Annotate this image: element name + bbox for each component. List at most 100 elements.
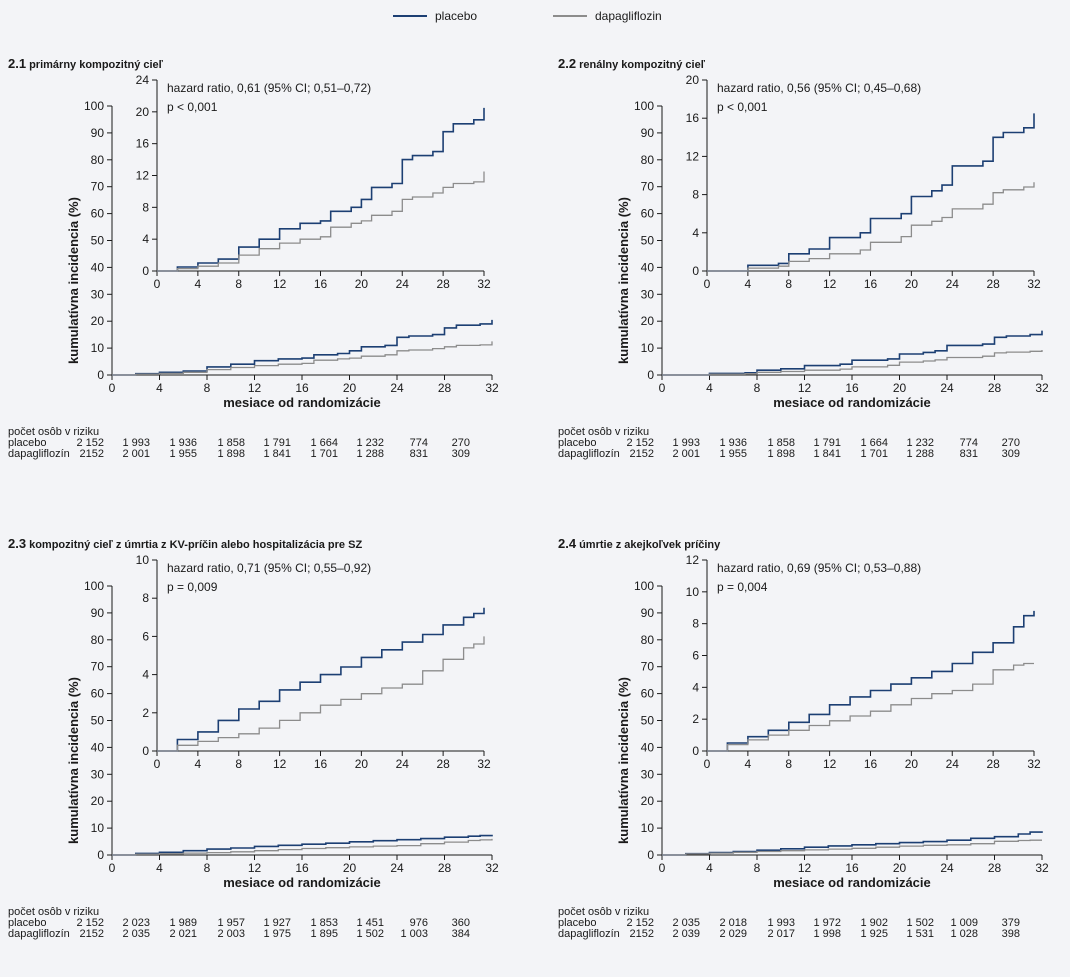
- risk-cell: 1 898: [767, 448, 795, 460]
- risk-cell: 1 858: [217, 437, 245, 449]
- inset-y-tick-label: 12: [686, 553, 700, 567]
- inset-x-tick-label: 16: [864, 757, 878, 771]
- inset-series-line-placebo: [707, 610, 1035, 752]
- risk-cell: 309: [1001, 448, 1020, 460]
- y-tick-label: 60: [91, 687, 105, 701]
- inset-y-tick-label: 16: [136, 137, 150, 151]
- risk-table-header: počet osôb v riziku: [558, 906, 650, 918]
- inset-x-tick-label: 12: [273, 277, 287, 291]
- risk-row-placebo: placebo 2 152 2 023 1 989 1 957 1 927 1 853 1 4…: [8, 918, 528, 929]
- inset-y-tick-label: 8: [692, 188, 699, 202]
- panel-title-text: primárny kompozitný cieľ: [29, 59, 163, 71]
- risk-cell: 2 018: [719, 917, 747, 929]
- hazard-ratio-text: hazard ratio, 0,61 (95% CI; 0,51–0,72): [167, 81, 371, 95]
- y-tick-label: 100: [84, 99, 104, 113]
- x-tick-label: 28: [438, 861, 452, 875]
- inset-x-tick-label: 32: [477, 757, 491, 771]
- series-line-placebo: [112, 834, 493, 856]
- risk-row-placebo: placebo 2 152 2 035 2 018 1 993 1 972 1 902 1 5…: [558, 918, 1070, 929]
- x-tick-label: 4: [156, 381, 163, 395]
- inset-x-tick-label: 20: [355, 757, 369, 771]
- risk-cell: 1 993: [672, 437, 700, 449]
- y-axis-label: kumulatívna incidencia (%): [616, 197, 631, 364]
- risk-cell: 1 232: [356, 437, 384, 449]
- risk-cell: 1 955: [719, 448, 747, 460]
- x-tick-label: 28: [438, 381, 452, 395]
- inset-y-tick-label: 10: [686, 585, 700, 599]
- p-value-text: p < 0,001: [167, 100, 218, 114]
- inset-x-tick-label: 4: [195, 277, 202, 291]
- inset-y-tick-label: 8: [692, 617, 699, 631]
- inset-x-tick-label: 20: [355, 277, 369, 291]
- risk-row-label: placebo: [558, 917, 597, 929]
- y-tick-label: 80: [91, 633, 105, 647]
- panel-number: 2.2: [558, 56, 577, 71]
- x-tick-label: 4: [706, 381, 713, 395]
- risk-cell: 1 902: [860, 917, 888, 929]
- risk-cell: 398: [1001, 928, 1020, 940]
- risk-cell: 1 288: [356, 448, 384, 460]
- risk-row-placebo: placebo 2 152 1 993 1 936 1 858 1 791 1 664 1 2…: [8, 438, 528, 449]
- x-tick-label: 24: [940, 861, 954, 875]
- x-tick-label: 0: [109, 381, 116, 395]
- y-tick-label: 40: [91, 740, 105, 754]
- inset-x-tick-label: 8: [785, 757, 792, 771]
- inset-x-tick-label: 16: [314, 757, 328, 771]
- x-axis-label: mesiace od randomizácie: [773, 875, 931, 890]
- inset-y-tick-label: 0: [692, 744, 699, 758]
- inset-background: [157, 560, 492, 751]
- risk-cell: 2 152: [626, 437, 654, 449]
- chart-panel-2-4: 2.4 úmrtie z akejkoľvek príčiny 0 10 20 30 40 5…: [550, 524, 1070, 964]
- x-tick-label: 8: [754, 381, 761, 395]
- inset-y-tick-label: 4: [692, 680, 699, 694]
- chart-panel-2-1: 2.1 primárny kompozitný cieľ 0 10 20 30 40 50 60…: [0, 44, 520, 484]
- inset-series-line-placebo: [707, 113, 1035, 272]
- risk-cell: 2152: [79, 448, 104, 460]
- inset-y-tick-label: 12: [686, 149, 700, 163]
- inset-x-tick-label: 8: [785, 277, 792, 291]
- x-tick-label: 16: [845, 381, 859, 395]
- panel-number: 2.3: [8, 536, 27, 551]
- y-tick-label: 50: [641, 234, 655, 248]
- y-tick-label: 10: [641, 821, 655, 835]
- risk-table: počet osôb v riziku placebo 2 152 2 035 2 01…: [558, 907, 1070, 940]
- risk-cell: 1 898: [217, 448, 245, 460]
- risk-row-dapagliflozin: dapagliflozín 2152 2 001 1 955 1 898 1 841 1 7…: [558, 449, 1070, 460]
- x-tick-label: 0: [659, 381, 666, 395]
- legend: placebo dapagliflozin: [0, 0, 1070, 34]
- x-tick-label: 24: [390, 861, 404, 875]
- y-tick-label: 30: [641, 767, 655, 781]
- risk-cell: 831: [959, 448, 978, 460]
- inset-x-tick-label: 24: [946, 757, 960, 771]
- inset-x-tick-label: 32: [1027, 277, 1041, 291]
- y-tick-label: 0: [647, 848, 654, 862]
- risk-cell: 1 502: [356, 928, 384, 940]
- x-tick-label: 8: [204, 381, 211, 395]
- risk-cell: 1 451: [356, 917, 384, 929]
- y-tick-label: 100: [634, 99, 654, 113]
- inset-y-tick-label: 0: [142, 744, 149, 758]
- risk-cell: 360: [451, 917, 470, 929]
- x-tick-label: 12: [798, 381, 812, 395]
- risk-cell: 2 001: [672, 448, 700, 460]
- y-tick-label: 50: [91, 714, 105, 728]
- inset-x-tick-label: 28: [436, 757, 450, 771]
- inset-x-tick-label: 24: [396, 757, 410, 771]
- risk-row-label: placebo: [8, 917, 47, 929]
- x-tick-label: 12: [248, 861, 262, 875]
- risk-cell: 1 858: [767, 437, 795, 449]
- x-axis-label: mesiace od randomizácie: [773, 395, 931, 410]
- risk-cell: 831: [409, 448, 428, 460]
- y-tick-label: 90: [91, 606, 105, 620]
- x-tick-label: 16: [845, 861, 859, 875]
- risk-cell: 1 791: [813, 437, 841, 449]
- risk-cell: 2 152: [626, 917, 654, 929]
- risk-row-label: dapagliflozín: [558, 448, 620, 460]
- inset-x-tick-label: 0: [704, 757, 711, 771]
- y-axis-label: kumulatívna incidencia (%): [66, 677, 81, 844]
- risk-cell: 1 791: [263, 437, 291, 449]
- risk-cell: 1 972: [813, 917, 841, 929]
- inset-x-tick-label: 20: [905, 757, 919, 771]
- inset-x-tick-label: 0: [704, 277, 711, 291]
- inset-series-line-placebo: [157, 607, 485, 752]
